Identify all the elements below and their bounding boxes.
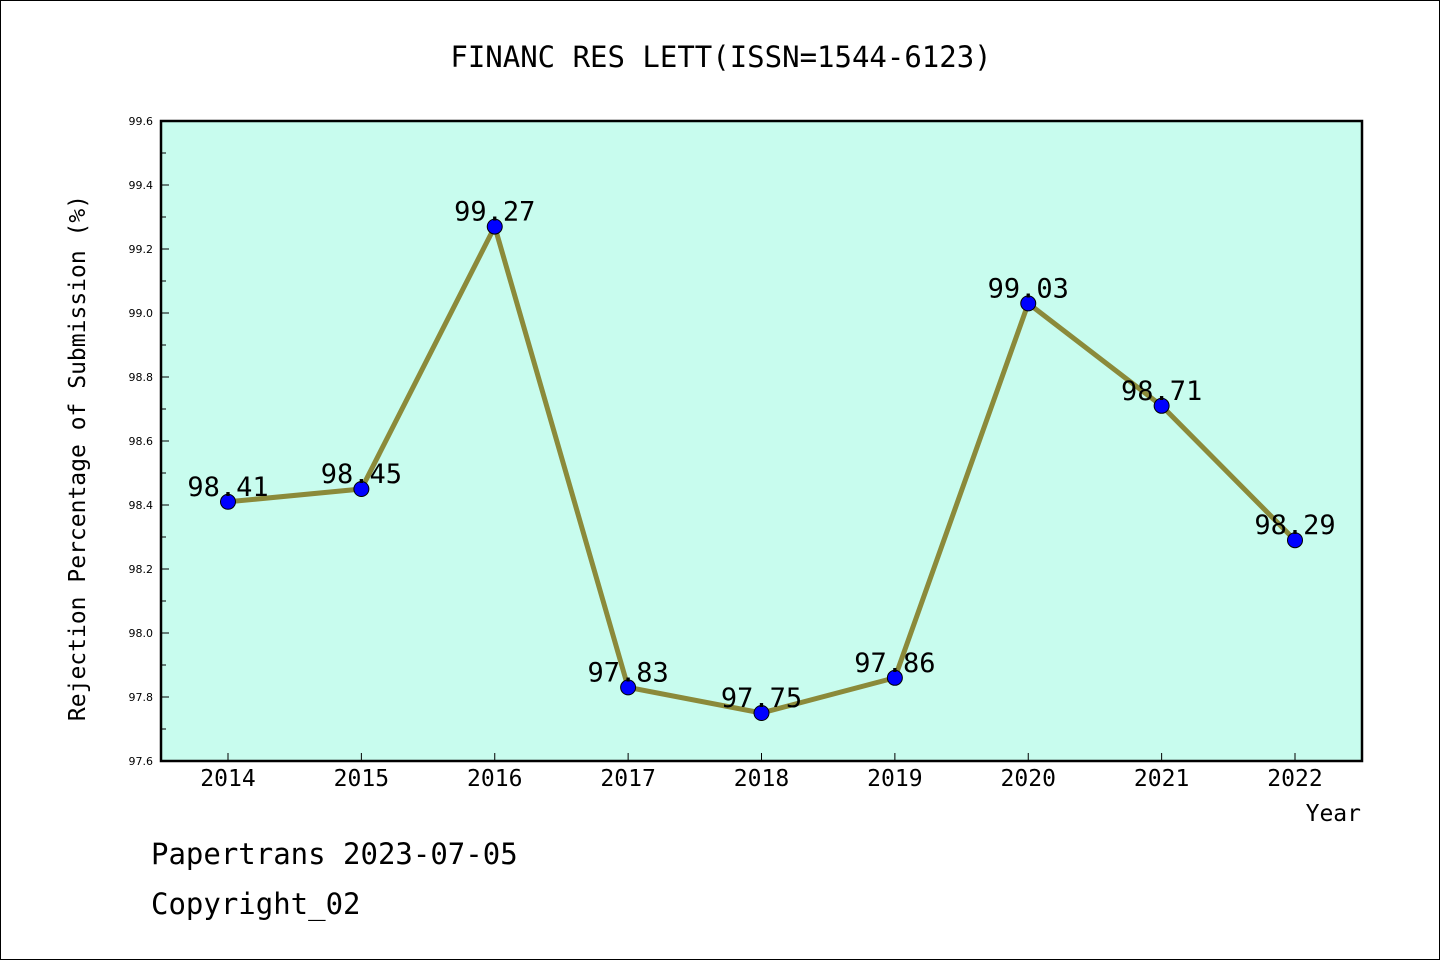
- plot-area: [161, 121, 1362, 761]
- data-label: 98.71: [1121, 376, 1202, 407]
- chart-title: FINANC RES LETT(ISSN=1544-6123): [450, 40, 991, 74]
- data-point: [220, 493, 236, 510]
- data-label: 97.83: [587, 657, 668, 688]
- plot-border: [159, 119, 1364, 763]
- y-tick-label: 98.8: [129, 371, 154, 384]
- footer-date: Papertrans 2023-07-05: [151, 837, 518, 871]
- y-tick-label: 97.6: [129, 755, 154, 768]
- data-point: [886, 669, 903, 686]
- x-tick-label: 2020: [1001, 766, 1056, 792]
- data-point: [1020, 295, 1037, 312]
- data-label: 99.03: [988, 273, 1069, 304]
- data-label: 98.29: [1254, 510, 1335, 541]
- y-tick-label: 99.2: [129, 243, 154, 256]
- series-group: 98.41 98.45 99.27 97.83 97.75 97.86 99.03 98.71…: [187, 197, 1336, 721]
- data-point: [1153, 397, 1170, 414]
- data-label: 99.27: [454, 197, 535, 228]
- y-tick-label: 98.6: [129, 435, 154, 448]
- y-tick-label: 99.0: [129, 307, 154, 320]
- y-tick-label: 98.2: [129, 563, 154, 576]
- x-axis-ticks: 2014 2015 2016 2017 2018 2019 2020 2021 2022: [200, 753, 1323, 792]
- x-tick-label: 2019: [867, 766, 922, 792]
- x-tick-label: 2017: [600, 766, 655, 792]
- x-tick-label: 2015: [334, 766, 389, 792]
- data-point: [353, 481, 370, 497]
- data-point: [486, 218, 503, 235]
- y-tick-label: 98.4: [129, 499, 154, 512]
- data-label: 97.86: [854, 648, 935, 679]
- data-label: 98.45: [321, 459, 402, 490]
- y-axis-label: Rejection Percentage of Submission (%): [65, 195, 91, 721]
- footer-copyright: Copyright_02: [151, 887, 361, 921]
- data-label: 97.75: [721, 683, 802, 714]
- y-axis-ticks: 97.6 97.8 98.0 98.2 98.4 98.6 98.8 99.0 99.2 99.4…: [129, 115, 169, 768]
- x-tick-label: 2022: [1267, 766, 1322, 792]
- data-label: 98.41: [187, 472, 268, 503]
- x-tick-label: 2016: [467, 766, 522, 792]
- data-point: [753, 705, 770, 721]
- data-point: [620, 679, 637, 696]
- x-tick-label: 2014: [200, 766, 255, 792]
- y-tick-label: 97.8: [129, 691, 154, 704]
- data-point: [1287, 532, 1303, 549]
- y-tick-label: 99.6: [129, 115, 154, 128]
- x-axis-label: Year: [1306, 801, 1361, 827]
- x-tick-label: 2021: [1134, 766, 1189, 792]
- y-tick-label: 99.4: [129, 179, 154, 192]
- y-tick-label: 98.0: [129, 627, 154, 640]
- x-tick-label: 2018: [734, 766, 789, 792]
